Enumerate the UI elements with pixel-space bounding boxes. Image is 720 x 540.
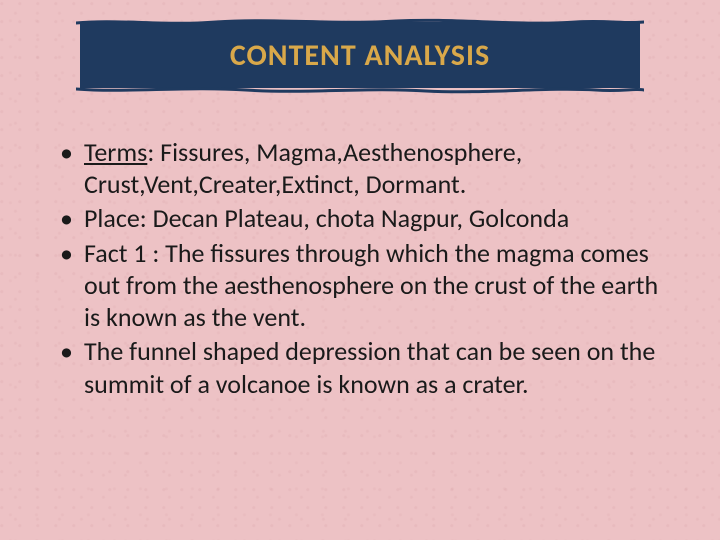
bullet-text: : Fissures, Magma,Aesthenosphere, Crust,… [84,136,522,200]
bullet-underline-prefix: Terms [84,136,147,168]
bullet-text: Fact 1 : The fissures through which the … [84,237,658,333]
list-item: Place: Decan Plateau, chota Nagpur, Golc… [56,202,680,234]
bullet-text: Place: Decan Plateau, chota Nagpur, Golc… [84,202,569,234]
list-item: The funnel shaped depression that can be… [56,335,680,399]
title-box: CONTENT ANALYSIS [80,22,640,88]
bullet-text: The funnel shaped depression that can be… [84,335,655,399]
list-item: Fact 1 : The fissures through which the … [56,237,680,334]
title-container: CONTENT ANALYSIS [80,22,640,88]
slide-title: CONTENT ANALYSIS [230,37,490,74]
bullet-list: Terms: Fissures, Magma,Aesthenosphere, C… [56,136,680,402]
list-item: Terms: Fissures, Magma,Aesthenosphere, C… [56,136,680,200]
